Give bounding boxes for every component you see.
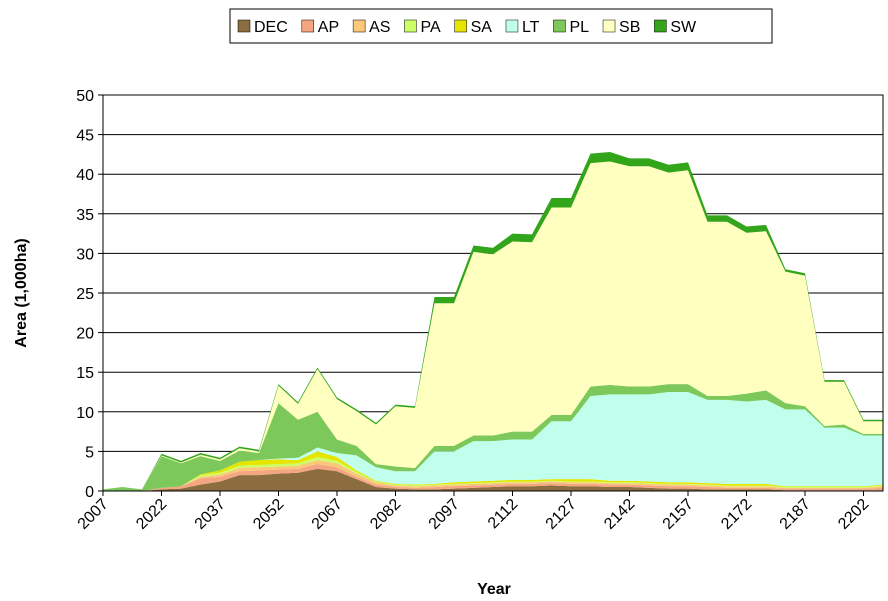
legend-swatch <box>404 19 417 33</box>
legend-swatch <box>654 19 667 33</box>
area <box>103 468 883 491</box>
legend-label: SB <box>619 19 640 36</box>
y-tick-label: 20 <box>76 326 94 343</box>
legend-label: SA <box>471 19 493 36</box>
legend-swatch <box>454 19 467 33</box>
legend-label: PA <box>420 19 440 36</box>
plot-frame <box>102 94 884 492</box>
legend-label: AS <box>369 19 390 36</box>
y-tick-label: 15 <box>76 365 94 382</box>
x-tick-label: 2007 <box>75 496 112 533</box>
x-tick-label: 2127 <box>543 496 580 533</box>
legend-label: DEC <box>254 19 288 36</box>
area <box>103 384 883 491</box>
legend-swatch <box>301 19 315 33</box>
area <box>103 451 883 491</box>
x-axis-label: Year <box>477 581 511 598</box>
legend-swatch <box>602 19 616 33</box>
y-axis-label: Area (1,000ha) <box>13 238 30 347</box>
x-tick-label: 2067 <box>309 496 346 533</box>
legend-label: LT <box>522 19 540 36</box>
legend-swatch <box>553 19 566 33</box>
y-tick-label: 30 <box>76 246 94 263</box>
legend-swatch <box>505 19 519 33</box>
x-tick-label: 2097 <box>426 496 463 533</box>
legend-swatch <box>237 19 251 33</box>
y-tick-label: 10 <box>76 405 94 422</box>
y-tick-label: 40 <box>76 167 94 184</box>
legend-label: SW <box>670 19 697 36</box>
legend-label: PL <box>569 19 589 36</box>
x-tick-label: 2157 <box>660 496 697 533</box>
y-tick-label: 5 <box>85 444 94 461</box>
y-tick-label: 50 <box>76 88 94 105</box>
area <box>103 456 883 491</box>
area <box>103 464 883 491</box>
x-tick-label: 2202 <box>835 496 872 533</box>
x-tick-label: 2037 <box>192 496 229 533</box>
x-tick-label: 2142 <box>601 496 638 533</box>
y-tick-label: 0 <box>85 484 94 501</box>
legend-label: AP <box>318 19 339 36</box>
legend-swatch <box>352 19 366 33</box>
x-tick-label: 2172 <box>718 496 755 533</box>
x-tick-label: 2187 <box>777 496 814 533</box>
x-tick-label: 2052 <box>250 496 287 533</box>
legend-box <box>229 8 773 44</box>
area <box>103 161 883 490</box>
x-tick-label: 2112 <box>485 496 521 532</box>
x-tick-label: 2022 <box>133 496 170 533</box>
x-tick-label: 2082 <box>367 496 404 533</box>
y-tick-label: 45 <box>76 128 94 145</box>
area <box>103 392 883 491</box>
y-tick-label: 25 <box>76 286 94 303</box>
y-tick-label: 35 <box>76 207 94 224</box>
area <box>103 460 883 491</box>
